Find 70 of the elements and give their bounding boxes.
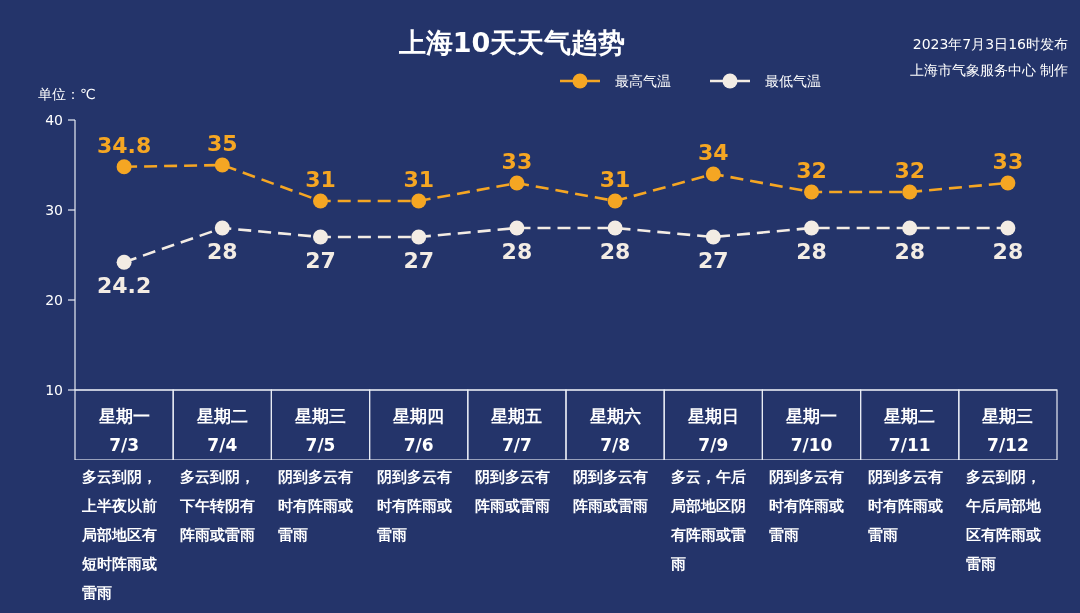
text: 2023年7月3日16时发布 xyxy=(912,36,1068,52)
legend-label: 最低气温 xyxy=(765,73,821,89)
point xyxy=(607,220,623,236)
point xyxy=(509,175,525,191)
point xyxy=(214,220,230,236)
data-label: 27 xyxy=(305,248,336,273)
y-tick-label: 10 xyxy=(45,382,63,398)
point xyxy=(705,166,721,182)
x-tick-label: 星期一 7/3 xyxy=(97,406,150,455)
x-tick-label: 星期三 7/5 xyxy=(294,406,346,455)
x-tick-label: 星期一 7/10 xyxy=(785,406,837,455)
data-label: 34 xyxy=(697,140,729,165)
point xyxy=(313,229,328,245)
point xyxy=(804,220,819,236)
data-label: 32 xyxy=(894,158,926,183)
data-label: 34.8 xyxy=(96,132,152,158)
point xyxy=(411,229,427,245)
text: 阴到多云有阵雨或雷雨 xyxy=(573,468,648,515)
point xyxy=(313,193,328,209)
point xyxy=(411,193,427,209)
x-tick-label: 星期日 7/9 xyxy=(686,406,739,455)
data-label: 27 xyxy=(697,248,729,273)
text: 多云到阴，下午转阴有阵雨或雷雨 xyxy=(179,468,256,544)
text: 阴到多云有阵雨或雷雨 xyxy=(474,468,550,515)
y-tick-label: 40 xyxy=(45,112,63,128)
data-label: 28 xyxy=(992,239,1024,264)
point xyxy=(214,157,230,173)
point xyxy=(902,184,918,200)
chart-title: 上海10天天气趋势 xyxy=(397,27,626,58)
x-tick-label: 星期五 7/7 xyxy=(490,406,543,455)
x-tick-label: 星期二 7/4 xyxy=(195,406,248,455)
point xyxy=(902,220,918,236)
text: 多云到阴，上半夜以前局部地区有短时阵雨或雷雨 xyxy=(81,468,157,602)
point xyxy=(804,184,819,200)
y-tick-label: 30 xyxy=(45,202,63,218)
data-label: 28 xyxy=(206,239,238,264)
data-label: 32 xyxy=(796,158,827,183)
text: 阴到多云有时有阵雨或雷雨 xyxy=(769,468,845,544)
point xyxy=(1000,220,1016,236)
data-label: 31 xyxy=(305,167,336,192)
text: 多云到阴，午后局部地区有阵雨或雷雨 xyxy=(964,468,1042,573)
x-tick-label: 星期二 7/11 xyxy=(883,406,936,455)
y-axis-title: 单位：℃ xyxy=(38,86,96,102)
text: 阴到多云有时有阵雨或雷雨 xyxy=(867,468,943,544)
point xyxy=(1000,175,1016,191)
data-label: 28 xyxy=(796,239,827,264)
x-tick-label: 星期四 7/6 xyxy=(392,406,445,455)
data-label: 24.2 xyxy=(96,273,152,299)
data-label: 28 xyxy=(599,239,631,264)
data-label: 31 xyxy=(599,167,631,192)
data-label: 28 xyxy=(501,239,533,264)
legend-label: 最高气温 xyxy=(615,73,671,89)
x-tick-label: 星期三 7/12 xyxy=(981,406,1034,455)
point xyxy=(116,254,132,270)
data-label: 31 xyxy=(403,167,435,192)
data-label: 33 xyxy=(992,149,1024,174)
text: 阴到多云有时有阵雨或雷雨 xyxy=(278,468,354,544)
text: 上海市气象服务中心 制作 xyxy=(909,62,1068,78)
data-label: 28 xyxy=(894,239,926,264)
data-label: 27 xyxy=(403,248,435,273)
text: 多云，午后局部地区阴有阵雨或雷雨 xyxy=(670,468,747,573)
point xyxy=(116,159,132,175)
point xyxy=(705,229,721,245)
text: 阴到多云有时有阵雨或雷雨 xyxy=(376,468,452,544)
data-label: 35 xyxy=(206,131,238,156)
y-tick-label: 20 xyxy=(45,292,63,308)
x-tick-label: 星期六 7/8 xyxy=(588,406,641,455)
point xyxy=(607,193,623,209)
point xyxy=(509,220,525,236)
data-label: 33 xyxy=(501,149,533,174)
